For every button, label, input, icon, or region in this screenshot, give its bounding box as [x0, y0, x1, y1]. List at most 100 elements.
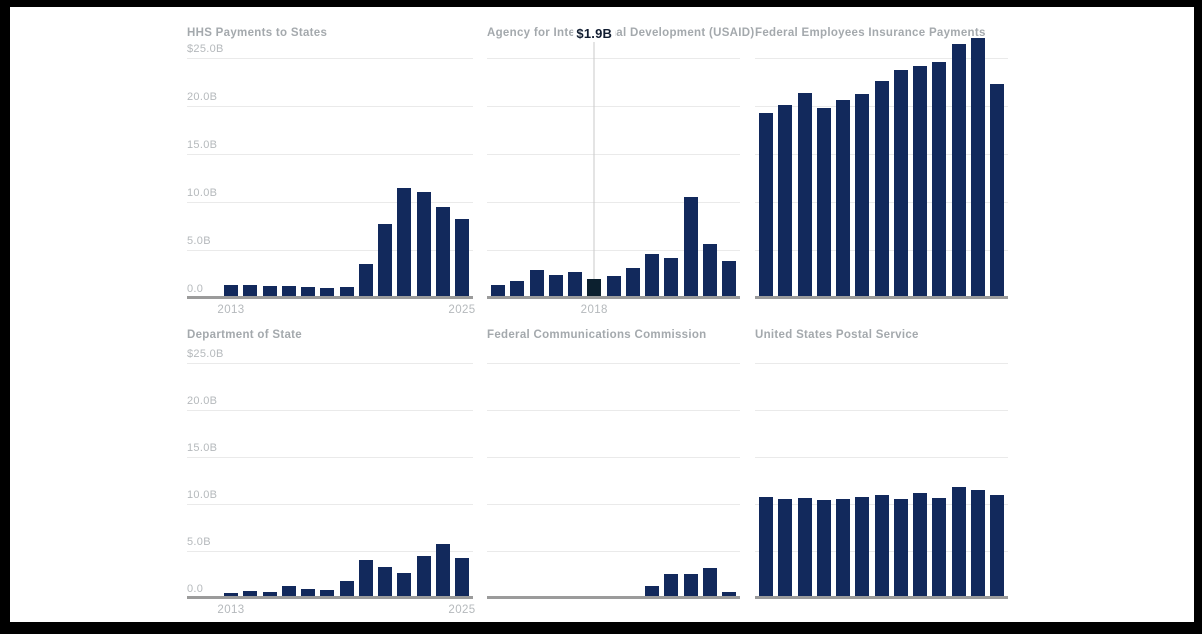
bar-2023[interactable] — [416, 192, 431, 297]
bar-2023[interactable] — [951, 43, 966, 297]
chart-title: United States Postal Service — [755, 329, 919, 341]
y-gridline — [487, 410, 740, 411]
bar-2014[interactable] — [510, 280, 525, 297]
bar-2019[interactable] — [339, 287, 354, 297]
bar-2015[interactable] — [262, 286, 277, 297]
plot-area — [755, 37, 1008, 299]
bar-2024[interactable] — [970, 37, 985, 297]
bar-2013[interactable] — [759, 497, 773, 597]
bar-2020[interactable] — [358, 264, 373, 297]
y-axis-tick-label: 15.0B — [187, 442, 218, 454]
plot-area: $25.0B 20.0B 15.0B 10.0B 5.0B 0.0 2013 2025 — [187, 43, 475, 316]
bar-2014[interactable] — [778, 499, 793, 597]
bar-2014[interactable] — [778, 105, 793, 297]
bar-2024[interactable] — [435, 206, 450, 297]
bar-2013[interactable] — [759, 112, 773, 297]
bar-2024[interactable] — [435, 544, 450, 597]
bar-2021[interactable] — [645, 253, 659, 297]
y-gridline — [755, 363, 1008, 364]
bar-2019[interactable] — [874, 81, 889, 297]
plot-area — [755, 363, 1008, 599]
bar-2015[interactable] — [529, 270, 544, 297]
y-gridline — [487, 504, 740, 505]
bar-2022[interactable] — [664, 257, 679, 297]
bar-2018[interactable] — [320, 288, 335, 297]
bar-2013[interactable] — [491, 284, 505, 297]
bar-2021[interactable] — [645, 585, 659, 597]
bar-2016[interactable] — [281, 286, 296, 297]
bar-2015[interactable] — [797, 498, 812, 597]
bar-2019[interactable] — [339, 581, 354, 597]
bar-2016[interactable] — [816, 500, 831, 597]
bar-2025[interactable] — [722, 592, 736, 597]
bar-2018[interactable] — [855, 497, 870, 597]
bar-2022[interactable] — [397, 572, 412, 597]
bar-2021[interactable] — [378, 224, 392, 297]
bar-2013[interactable] — [224, 593, 238, 597]
y-axis-tick-label: 0.0 — [187, 283, 204, 295]
bar-2023[interactable] — [416, 555, 431, 597]
bar-2018[interactable] — [320, 590, 335, 597]
bar-2019[interactable] — [606, 275, 621, 297]
bar-2019[interactable] — [874, 495, 889, 597]
bar-2014[interactable] — [243, 591, 258, 597]
bar-2021[interactable] — [913, 492, 927, 597]
bar-2022[interactable] — [664, 574, 679, 597]
x-axis-line — [487, 296, 740, 299]
bar-2023[interactable] — [683, 573, 698, 597]
x-axis-first-tick-label: 2013 — [217, 604, 245, 616]
y-axis-tick-label: 15.0B — [187, 139, 218, 151]
bar-2023[interactable] — [951, 487, 966, 597]
bar-2016[interactable] — [548, 274, 563, 297]
bar-2013[interactable] — [224, 285, 238, 297]
bar-2017[interactable] — [836, 100, 850, 297]
bar-2017[interactable] — [836, 499, 850, 597]
bar-2015[interactable] — [262, 592, 277, 597]
bar-2021[interactable] — [913, 65, 927, 297]
bar-2024[interactable] — [702, 567, 717, 597]
x-axis-hover-label: 2018 — [580, 304, 608, 316]
bar-2021[interactable] — [378, 566, 392, 597]
bar-2020[interactable] — [893, 70, 908, 297]
y-gridline — [187, 154, 473, 155]
bar-2020[interactable] — [893, 499, 908, 597]
x-axis-last-tick-label: 2025 — [448, 604, 476, 616]
chart-department-of-state: Department of State $25.0B 20.0B 15.0B 10.0… — [187, 329, 475, 616]
bar-2025[interactable] — [722, 260, 736, 297]
y-gridline — [487, 202, 740, 203]
bar-2015[interactable] — [797, 92, 812, 297]
y-gridline — [187, 410, 473, 411]
bar-2022[interactable] — [932, 498, 947, 597]
chart-title: HHS Payments to States — [187, 27, 328, 39]
bar-2022[interactable] — [932, 61, 947, 297]
x-axis-line — [755, 296, 1008, 299]
bar-2022[interactable] — [397, 187, 412, 297]
bar-2025[interactable] — [455, 219, 469, 297]
x-axis-line — [187, 296, 473, 299]
bar-2024[interactable] — [702, 244, 717, 297]
bar-2017[interactable] — [301, 287, 315, 297]
bar-2020[interactable] — [625, 268, 640, 297]
chart-hhs-payments-to-states: HHS Payments to States $25.0B 20.0B 15.0B 1… — [187, 27, 475, 316]
x-axis-line — [755, 596, 1008, 599]
bar-2023[interactable] — [683, 197, 698, 297]
y-axis-tick-label: 10.0B — [187, 187, 218, 199]
bar-2018[interactable] — [587, 278, 602, 297]
bar-2017[interactable] — [568, 272, 582, 297]
bar-2017[interactable] — [301, 589, 315, 597]
y-gridline — [755, 457, 1008, 458]
bar-2016[interactable] — [281, 585, 296, 597]
bar-2014[interactable] — [243, 285, 258, 297]
bar-2025[interactable] — [990, 495, 1004, 597]
chart-title: Agency for International Development (US… — [487, 27, 755, 39]
bar-2024[interactable] — [970, 489, 985, 597]
bar-2020[interactable] — [358, 560, 373, 597]
bar-2016[interactable] — [816, 107, 831, 297]
bar-2025[interactable] — [990, 83, 1004, 297]
y-gridline — [487, 250, 740, 251]
bar-2025[interactable] — [455, 557, 469, 597]
bar-2018[interactable] — [855, 94, 870, 297]
y-gridline — [187, 551, 473, 552]
x-axis-line — [487, 596, 740, 599]
x-axis-first-tick-label: 2013 — [217, 304, 245, 316]
